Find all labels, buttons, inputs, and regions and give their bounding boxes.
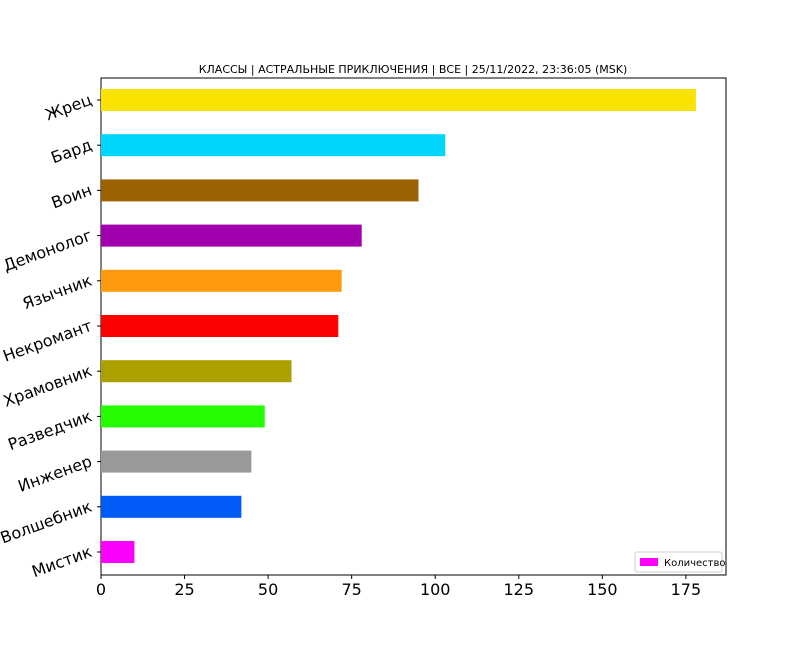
bar-9 (101, 495, 242, 518)
legend-label: Количество (664, 558, 726, 569)
bar-6 (101, 360, 292, 383)
y-tick-label: Разведчик (5, 406, 94, 454)
y-tick-label: Инженер (15, 452, 94, 496)
y-tick-label: Мистик (29, 542, 94, 581)
bar-10 (101, 541, 135, 563)
x-tick-label: 175 (671, 580, 702, 599)
legend: Количество (634, 551, 726, 573)
y-axis: Жрец Бард Воин ДемонологЯзычникНекромантХра… (0, 90, 101, 581)
bar-7 (101, 405, 265, 428)
bar-3 (101, 224, 362, 247)
chart-title: КЛАССЫ | АСТРАЛЬНЫЕ ПРИКЛЮЧЕНИЯ | ВСЕ | … (199, 63, 628, 76)
y-tick-label: Волшебник (0, 497, 95, 548)
y-tick-label: Воин (49, 180, 95, 212)
x-tick-label: 75 (341, 580, 361, 599)
bar-8 (101, 450, 252, 473)
x-tick-label: 150 (587, 580, 618, 599)
y-tick-label: Храмовник (1, 361, 95, 411)
bar-4 (101, 269, 342, 292)
bar-2 (101, 179, 419, 202)
bar-1 (101, 134, 446, 157)
y-tick-label: Бард (48, 135, 94, 167)
y-tick-label: Язычник (20, 271, 95, 314)
x-tick-label: 25 (174, 580, 194, 599)
y-tick-label: Жрец (43, 90, 95, 124)
x-tick-label: 125 (504, 580, 535, 599)
y-tick-label: Демонолог (1, 226, 95, 276)
legend-swatch (640, 558, 658, 566)
x-tick-label: 50 (258, 580, 278, 599)
bar-0 (101, 89, 696, 111)
y-tick-label: Некромант (0, 316, 94, 366)
bar-5 (101, 315, 339, 337)
x-axis: 0 25 50 75 100 125 150 175 (96, 575, 701, 599)
x-tick-label: 0 (96, 580, 106, 599)
x-tick-label: 100 (420, 580, 451, 599)
legend-box (634, 551, 723, 573)
bars-group (101, 89, 696, 563)
